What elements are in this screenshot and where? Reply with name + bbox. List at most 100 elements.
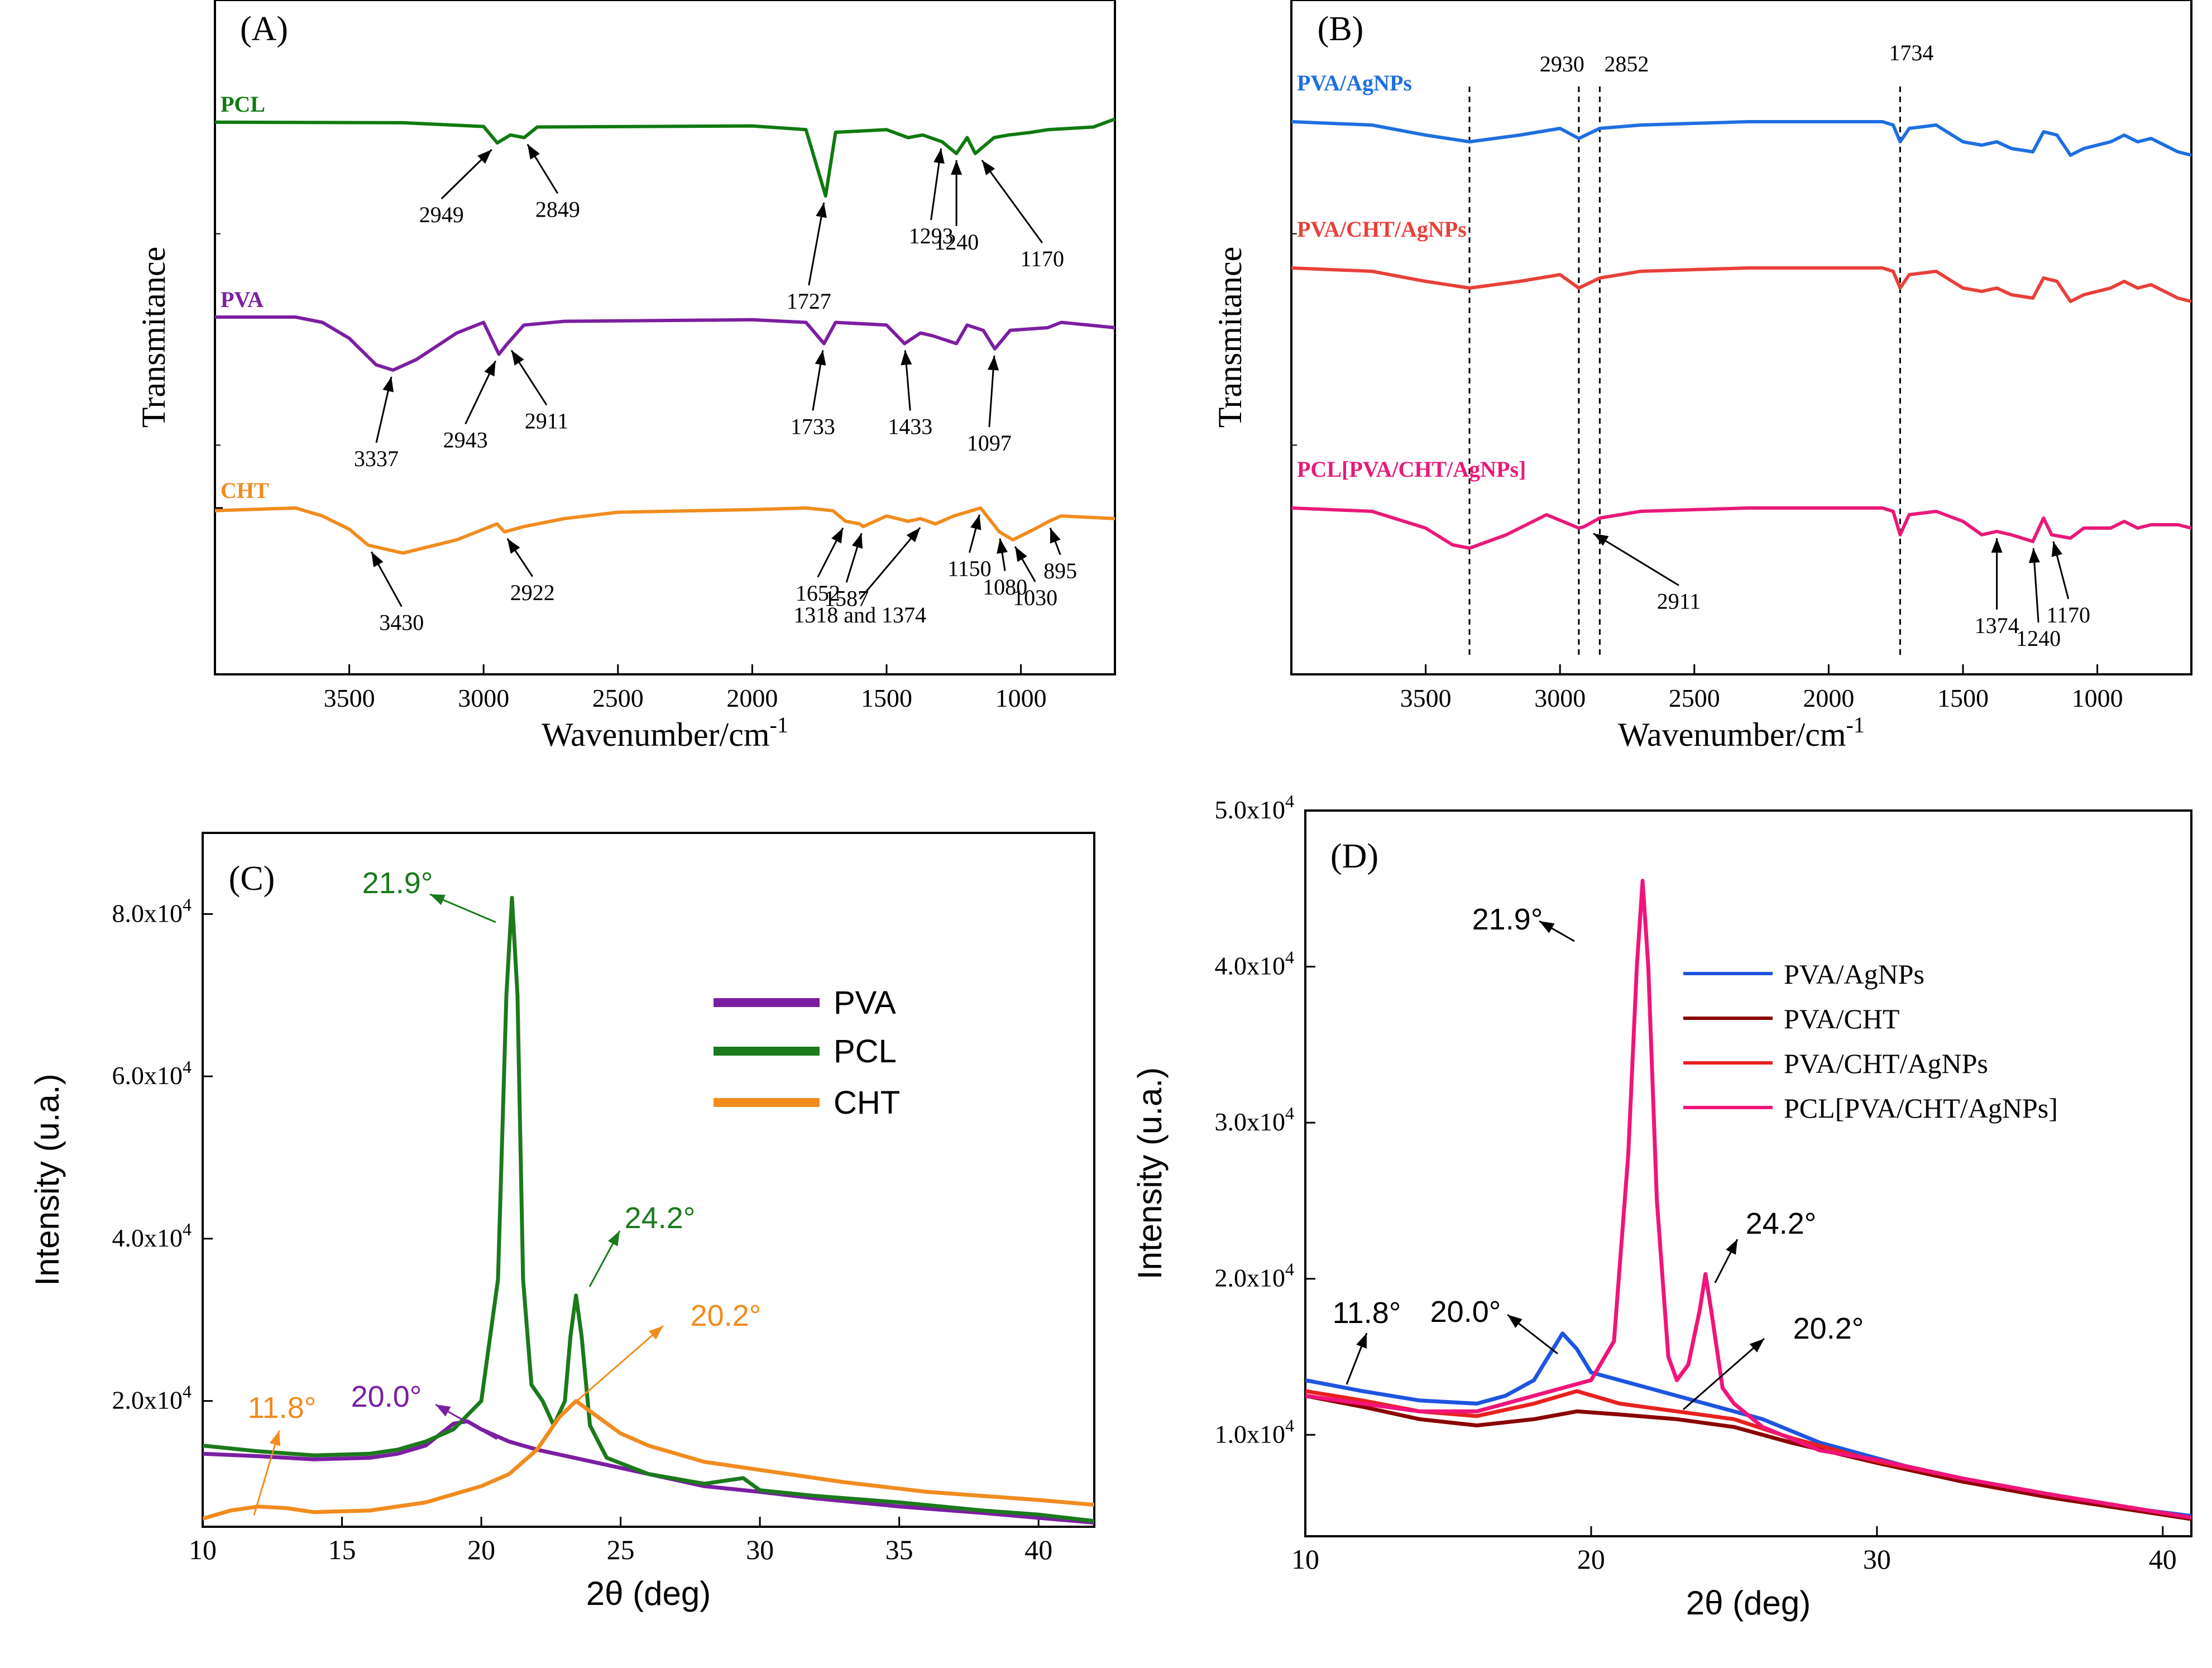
xrd-plot-frame [1304,809,2192,1537]
peak-label: 2852 [1604,51,1649,76]
peak-label: 1652 [796,581,840,606]
arrow-head [988,356,999,371]
y-axis-label: Transmitance [1212,247,1248,428]
arrow-head [816,203,827,218]
legend-label: PCL [834,1033,897,1070]
arrow-head [607,1231,620,1247]
arrow-head [511,350,524,366]
arrow-head [851,533,863,549]
peak-annotation: 24.2° [625,1201,696,1235]
arrow-head [831,528,843,544]
legend-label: PVA/CHT/AgNPs [1784,1048,1988,1079]
x-tick-label: 2000 [726,684,778,712]
arrow-head [1593,533,1609,546]
arrow-head [1991,538,2003,553]
legend-label: PVA [834,985,896,1021]
y-axis-label: Transmitance [135,247,172,428]
arrow-head [815,350,826,366]
arrow-head [1539,921,1555,933]
series-line-pcl-pva-cht-agnps- [1291,506,2192,550]
x-tick-label: 30 [1863,1544,1891,1575]
x-tick-label: 40 [1024,1534,1052,1565]
arrow-head [933,148,945,164]
peak-label: 2911 [525,409,569,434]
x-tick-label: 1500 [861,684,912,712]
series-line-cht [203,1399,1094,1521]
series-name-label: PCL [221,92,265,117]
peak-label: 1240 [2016,626,2061,651]
series-line-pva [203,1419,1094,1525]
arrow-head [477,150,492,164]
panel-label: (D) [1330,837,1378,875]
peak-label: 895 [1043,558,1077,583]
peak-label: 2949 [419,202,464,227]
arrow-head [484,361,496,377]
arrow-head [435,1405,451,1417]
y-tick-label: 4.0x104 [112,1219,192,1252]
peak-annotation: 21.9° [1472,903,1543,936]
arrow-head [997,538,1008,554]
arrow-head [371,552,384,568]
arrow-head [1726,1239,1737,1255]
arrow-head [382,377,394,392]
x-tick-label: 3000 [1534,684,1586,712]
x-tick-label: 1000 [995,684,1047,712]
peak-label: 1733 [791,414,835,439]
arrow-head [981,160,995,175]
x-tick-label: 20 [467,1534,495,1565]
peak-annotation: 20.0° [351,1380,422,1413]
peak-label: 3430 [379,610,424,635]
arrow-head [507,538,520,554]
x-tick-label: 30 [746,1534,774,1565]
series-line-pcl [214,117,1116,198]
peak-label: 1433 [888,414,932,439]
peak-label: 1170 [2047,602,2091,627]
legend-label: PCL[PVA/CHT/AgNPs] [1784,1092,2058,1124]
peak-label: 2911 [1657,589,1701,614]
panel-label: (B) [1318,10,1364,48]
arrow-head [269,1431,281,1446]
arrow-head [2051,541,2063,557]
y-tick-label: 2.0x104 [1215,1259,1295,1292]
arrow-head [970,515,981,530]
peak-annotation: 21.9° [362,866,433,900]
series-line-cht [214,506,1115,555]
x-axis-label: 2θ (deg) [1686,1584,1811,1622]
peak-annotation: 24.2° [1746,1207,1817,1240]
peak-annotation: 20.0° [1430,1295,1501,1329]
arrow-head [1749,1339,1764,1353]
y-tick-label: 6.0x104 [112,1057,192,1090]
legend-label: PVA/AgNPs [1784,958,1924,990]
peak-label: 2930 [1540,51,1584,76]
arrow-head [906,528,921,543]
peak-label: 2922 [510,580,555,605]
panel-label: (C) [229,860,275,898]
arrow-head [527,144,540,160]
x-axis-label: Wavenumber/cm-1 [542,712,788,753]
peak-label: 1240 [934,229,979,255]
annotation-arrow [1683,1338,1765,1411]
series-name-label: CHT [221,478,269,503]
arrow-head [1050,528,1061,544]
annotation-arrow [253,1430,280,1516]
x-tick-label: 35 [885,1534,913,1565]
xrd-plot-frame [202,832,1095,1528]
series-line-pva-agnps [1291,120,2192,157]
arrow-head [1356,1333,1367,1349]
series-name-label: PVA [221,287,264,312]
y-tick-label: 5.0x104 [1215,791,1295,824]
y-axis-label: Intensity (u.a.) [28,1073,66,1286]
y-tick-label: 8.0x104 [112,894,192,927]
peak-label: 1293 [909,223,954,248]
peak-annotation: 20.2° [1793,1312,1864,1345]
peak-label: 3337 [354,446,399,471]
arrow-head [901,350,912,366]
peak-annotation: 11.8° [1333,1296,1401,1330]
annotation-arrow [981,160,1043,243]
series-line-pcl-pva-cht-agnps- [1305,879,2191,1520]
x-tick-label: 20 [1577,1544,1605,1575]
peak-label: 1150 [947,556,992,581]
x-tick-label: 1000 [2072,684,2123,712]
legend-label: CHT [834,1085,900,1121]
